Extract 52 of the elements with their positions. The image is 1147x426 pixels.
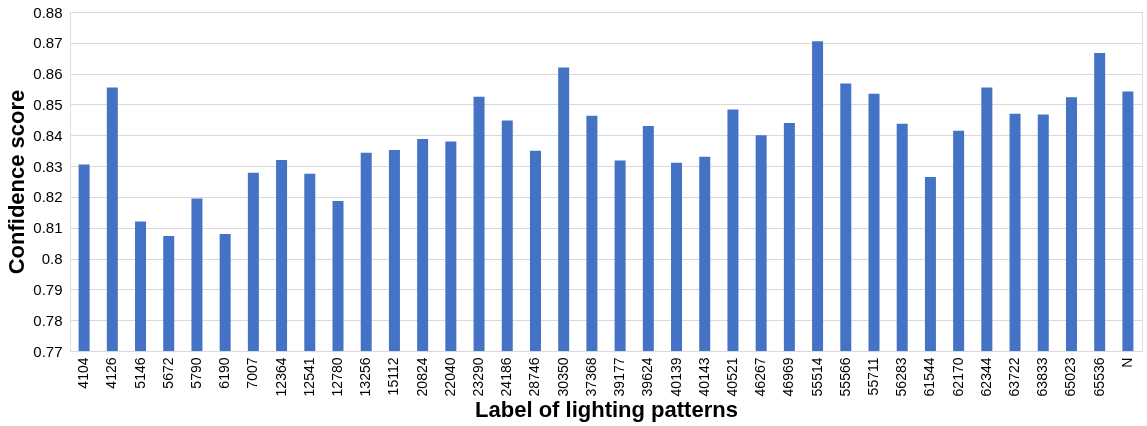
x-tick-label: 46267 <box>752 357 769 397</box>
x-tick-label: 20824 <box>413 357 430 397</box>
x-tick-label: 40139 <box>667 357 684 397</box>
x-tick-label: 55711 <box>865 357 881 396</box>
y-axis-title: Confidence score <box>4 89 30 275</box>
y-tick-label: 0.83 <box>33 157 63 175</box>
x-tick-label: 13256 <box>357 357 374 397</box>
x-tick-label: 24186 <box>498 357 515 397</box>
x-tick-label: 4104 <box>75 357 92 389</box>
x-tick-label: 65023 <box>1062 357 1079 397</box>
x-tick-label: 5790 <box>187 357 204 389</box>
y-tick-label: 0.8 <box>41 250 63 268</box>
y-tick-label: 0.86 <box>33 65 63 83</box>
y-tick-label: 0.79 <box>33 280 63 298</box>
x-tick-label: 40521 <box>723 357 740 397</box>
x-tick-label: 56283 <box>893 357 910 397</box>
x-tick-label: 12364 <box>272 357 289 397</box>
y-tick-label: 0.88 <box>33 3 63 21</box>
x-tick-label: 62170 <box>949 357 966 397</box>
x-tick-label: 63722 <box>1006 357 1023 397</box>
x-tick-label: 65536 <box>1090 357 1107 397</box>
x-tick-label: 23290 <box>470 357 487 397</box>
x-tick-label: 30350 <box>554 357 571 397</box>
x-tick-label: 5672 <box>159 357 176 389</box>
x-tick-label: 62344 <box>977 357 994 397</box>
x-tick-label: 6190 <box>216 357 233 389</box>
x-tick-label: 63833 <box>1034 357 1051 397</box>
y-tick-label: 0.81 <box>33 219 63 237</box>
x-axis-title: Label of lighting patterns <box>475 397 738 423</box>
x-tick-label: 5146 <box>131 357 148 389</box>
y-tick-label: 0.77 <box>33 342 63 360</box>
y-tick-label: 0.85 <box>33 95 63 113</box>
x-tick-label: 55566 <box>836 357 853 397</box>
x-tick-label: 39624 <box>639 357 656 397</box>
x-tick-label: 15112 <box>385 357 402 396</box>
x-tick-label: 55514 <box>808 357 825 397</box>
x-tick-label: 40143 <box>695 357 712 397</box>
x-tick-label: 12541 <box>300 357 317 397</box>
x-tick-label: 37368 <box>582 357 599 397</box>
x-tick-label: 46969 <box>780 357 797 397</box>
y-tick-label: 0.82 <box>33 188 63 206</box>
y-tick-label: 0.84 <box>33 126 63 144</box>
y-tick-label: 0.87 <box>33 34 63 52</box>
x-tick-label: 28746 <box>526 357 543 397</box>
x-tick-label: N <box>1118 357 1135 368</box>
x-tick-label: 4126 <box>103 357 120 389</box>
x-tick-label: 22040 <box>441 357 458 397</box>
x-tick-label: 61544 <box>921 357 938 397</box>
y-tick-label: 0.78 <box>33 311 63 329</box>
x-tick-label: 12780 <box>329 357 345 397</box>
x-tick-label: 39177 <box>611 357 628 397</box>
x-tick-label: 7007 <box>244 357 261 389</box>
